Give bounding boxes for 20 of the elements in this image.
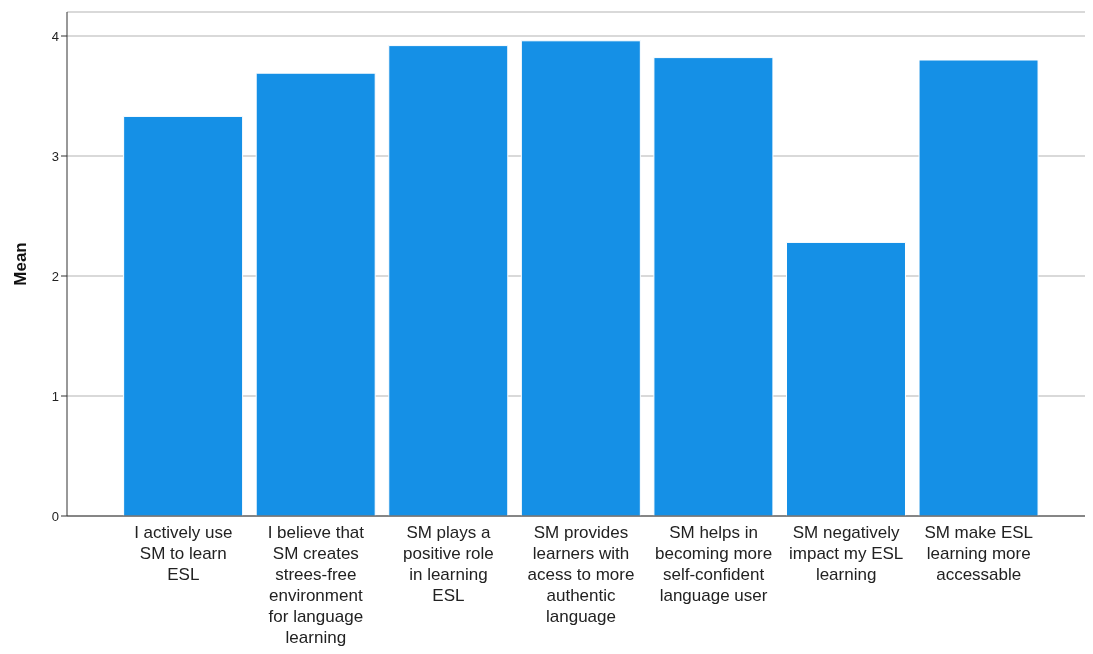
x-tick-label: SM plays a positive role in learning ESL [403,523,494,605]
x-tick-label: I actively use SM to learn ESL [134,523,233,584]
bar [123,115,244,516]
y-axis-title: Mean [11,242,31,286]
bar [653,57,774,516]
bar [918,59,1039,516]
bar [255,72,376,516]
y-tick-label: 2 [51,268,59,284]
bar [520,40,641,516]
y-tick-label: 4 [51,28,59,44]
bar [388,45,509,516]
x-tick-label: SM negatively impact my ESL learning [788,523,904,584]
y-tick-label: 1 [51,388,59,404]
y-tick-label: 0 [51,508,59,524]
x-tick-label: I believe that SM creates strees-free environment for language learning [267,523,365,647]
x-tick-label: SM provides learners with acess to more authentic language [527,523,635,626]
bar [785,241,906,516]
x-tick-label: SM helps in becoming more self-confident language user [654,523,773,605]
x-tick-label: SM make ESL learning more accessable [924,523,1034,584]
y-tick-label: 3 [51,148,59,164]
